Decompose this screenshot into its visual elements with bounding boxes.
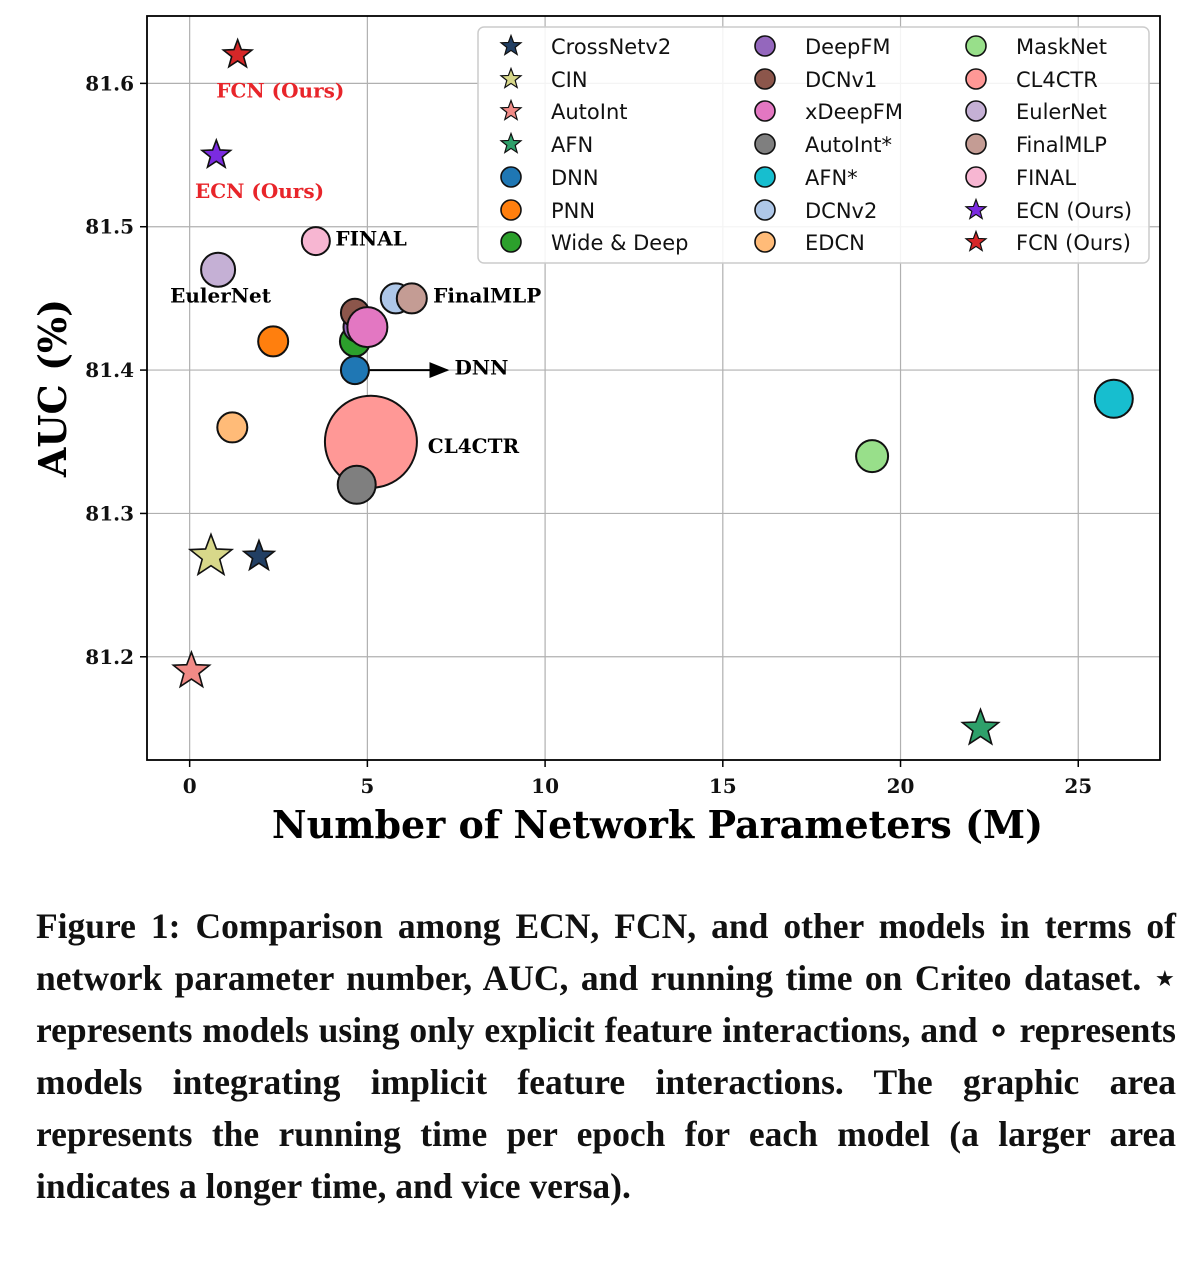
legend-marker-final <box>965 166 987 188</box>
legend-label-ecn-ours: ECN (Ours) <box>1016 199 1132 223</box>
legend-marker-wide-deep <box>500 231 522 253</box>
annotation-ecn-ours: ECN (Ours) <box>195 179 324 203</box>
legend-marker-autoint <box>754 133 776 155</box>
chart-container: 0 5 10 15 20 25 81.2 81.3 81.4 81.5 81.6 Number of … <box>30 15 1161 847</box>
legend-label-afn: AFN <box>551 133 593 157</box>
point-eulernet <box>200 251 237 288</box>
point-masknet <box>855 439 890 474</box>
y-tick-label: 81.2 <box>85 645 134 669</box>
legend-marker-afn <box>754 166 776 188</box>
point-xdeepfm <box>346 306 389 349</box>
legend-marker-eulernet <box>965 100 987 122</box>
y-tick-label: 81.3 <box>85 501 134 525</box>
x-axis-title: Number of Network Parameters (M) <box>272 802 1043 847</box>
legend-marker-pnn <box>500 199 522 221</box>
legend-marker-cl4ctr <box>965 68 987 90</box>
x-tick-label: 20 <box>887 774 915 798</box>
legend-label-eulernet: EulerNet <box>1016 100 1107 124</box>
point-crossnetv2 <box>241 538 277 572</box>
legend-label-deepfm: DeepFM <box>805 35 891 59</box>
legend-label-finalmlp: FinalMLP <box>1016 133 1107 157</box>
legend-label-final: FINAL <box>1016 166 1076 190</box>
point-ecn-ours <box>199 137 233 170</box>
legend-marker-dcnv2 <box>754 199 776 221</box>
legend-label-autoint: AutoInt* <box>805 133 892 157</box>
x-tick-label: 15 <box>709 774 737 798</box>
legend-label-crossnetv2: CrossNetv2 <box>551 35 671 59</box>
legend-label-xdeepfm: xDeepFM <box>805 100 903 124</box>
point-fcn-ours <box>221 37 255 69</box>
x-tick-label: 10 <box>531 774 559 798</box>
annotation-cl4ctr: CL4CTR <box>428 434 520 458</box>
point-edcn <box>216 411 249 444</box>
legend-marker-dnn <box>500 166 522 188</box>
point-dnn <box>339 355 370 386</box>
legend-label-dcnv2: DCNv2 <box>805 199 877 223</box>
legend-label-dnn: DNN <box>551 166 599 190</box>
legend-label-autoint: AutoInt <box>551 100 628 124</box>
y-axis-title: AUC (%) <box>30 299 75 478</box>
legend-label-fcn-ours: FCN (Ours) <box>1016 231 1131 255</box>
legend-marker-dcnv1 <box>754 68 776 90</box>
legend-marker-edcn <box>754 231 776 253</box>
y-tick-label: 81.5 <box>85 215 134 239</box>
annotation-finalmlp: FinalMLP <box>433 284 541 308</box>
legend-label-wide-deep: Wide & Deep <box>551 231 688 255</box>
point-cin <box>187 532 235 577</box>
legend-marker-crossnetv2 <box>499 33 523 56</box>
legend-marker-autoint <box>499 98 523 121</box>
legend-label-pnn: PNN <box>551 199 595 223</box>
legend-marker-xdeepfm <box>754 100 776 122</box>
y-tick-label: 81.6 <box>85 71 134 95</box>
y-tick-label: 81.4 <box>85 358 134 382</box>
legend-label-cin: CIN <box>551 68 588 92</box>
legend-marker-finalmlp <box>965 133 987 155</box>
point-autoint <box>171 649 212 689</box>
point-pnn <box>257 325 290 358</box>
x-tick-label: 25 <box>1064 774 1092 798</box>
scatter-chart: 0 5 10 15 20 25 81.2 81.3 81.4 81.5 81.6 Number of … <box>30 15 1161 847</box>
plot-frame <box>146 15 1161 761</box>
x-tick-label: 0 <box>183 774 197 798</box>
annotation-eulernet: EulerNet <box>170 284 272 308</box>
legend-marker-fcn-ours <box>964 229 988 252</box>
annotation-final: FINAL <box>335 226 406 250</box>
point-afn <box>1093 378 1134 419</box>
point-finalmlp <box>395 282 428 315</box>
point-afn <box>960 707 1001 746</box>
legend-label-edcn: EDCN <box>805 231 865 255</box>
point-final <box>300 226 331 257</box>
legend-label-masknet: MaskNet <box>1016 35 1107 59</box>
legend-marker-ecn-ours <box>964 197 988 220</box>
legend-label-afn: AFN* <box>805 166 858 190</box>
x-tick-label: 5 <box>360 774 374 798</box>
figure-caption: Figure 1: Comparison among ECN, FCN, and… <box>36 906 1176 1206</box>
point-autoint <box>336 464 377 505</box>
legend-marker-afn <box>499 131 523 154</box>
annotation-dnn: DNN <box>454 355 508 379</box>
annotation-fcn-ours: FCN (Ours) <box>216 79 344 103</box>
legend-marker-cin <box>499 66 523 89</box>
legend-marker-masknet <box>965 35 987 57</box>
legend-label-cl4ctr: CL4CTR <box>1016 68 1098 92</box>
legend-label-dcnv1: DCNv1 <box>805 68 877 92</box>
legend-marker-deepfm <box>754 35 776 57</box>
